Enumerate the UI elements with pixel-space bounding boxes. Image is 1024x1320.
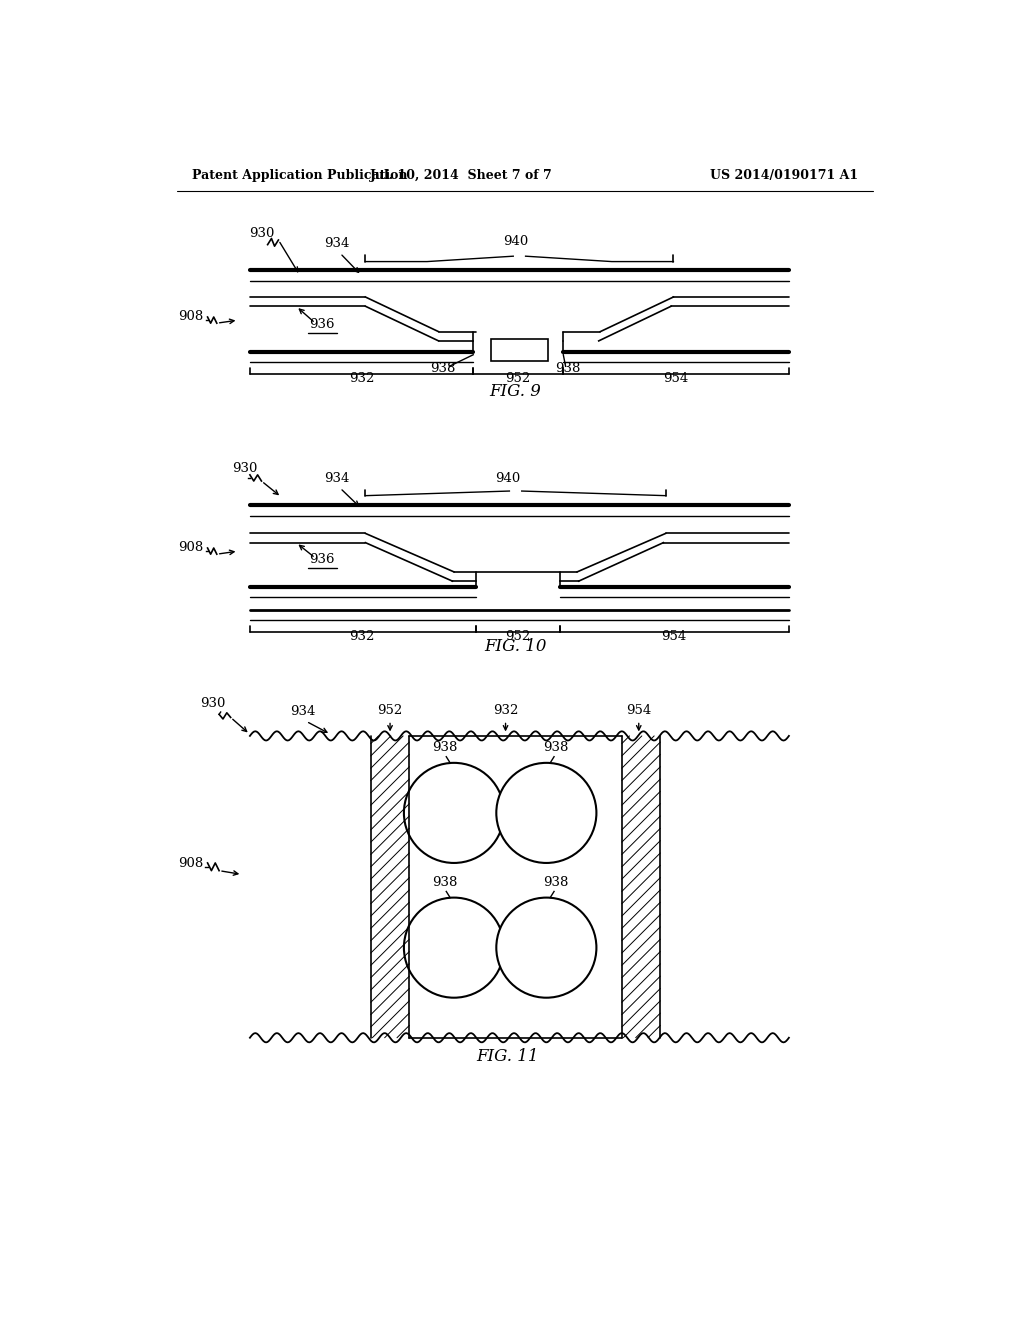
Text: 908: 908 xyxy=(178,857,204,870)
Text: 952: 952 xyxy=(378,705,402,717)
Text: 930: 930 xyxy=(231,462,257,475)
Text: 932: 932 xyxy=(493,705,518,717)
Text: Patent Application Publication: Patent Application Publication xyxy=(193,169,408,182)
Circle shape xyxy=(497,763,596,863)
Text: 938: 938 xyxy=(430,362,456,375)
Circle shape xyxy=(403,898,504,998)
Text: 908: 908 xyxy=(178,310,204,323)
Text: 932: 932 xyxy=(349,630,374,643)
Text: 938: 938 xyxy=(543,876,568,890)
Text: 934: 934 xyxy=(325,471,349,484)
Text: 908: 908 xyxy=(178,541,204,554)
Text: 932: 932 xyxy=(349,372,374,384)
Text: 952: 952 xyxy=(505,372,530,384)
Text: 940: 940 xyxy=(503,235,528,248)
Text: FIG. 9: FIG. 9 xyxy=(489,383,542,400)
Text: 930: 930 xyxy=(249,227,274,240)
Text: 936: 936 xyxy=(309,318,334,331)
Text: 938: 938 xyxy=(432,876,458,890)
Text: 930: 930 xyxy=(201,697,225,710)
Text: 938: 938 xyxy=(432,742,458,754)
Text: 938: 938 xyxy=(555,362,581,375)
Circle shape xyxy=(497,898,596,998)
Text: 952: 952 xyxy=(505,630,530,643)
Text: 934: 934 xyxy=(325,238,349,249)
Text: 936: 936 xyxy=(309,553,334,566)
Text: 954: 954 xyxy=(626,705,651,717)
Text: US 2014/0190171 A1: US 2014/0190171 A1 xyxy=(710,169,858,182)
Circle shape xyxy=(403,763,504,863)
Text: 954: 954 xyxy=(664,372,688,384)
Text: 954: 954 xyxy=(662,630,687,643)
Text: FIG. 11: FIG. 11 xyxy=(476,1048,539,1065)
Text: FIG. 10: FIG. 10 xyxy=(484,638,547,655)
Text: 940: 940 xyxy=(496,471,520,484)
Text: 934: 934 xyxy=(291,705,315,718)
Bar xyxy=(490,339,548,360)
Text: 938: 938 xyxy=(543,742,568,754)
Text: Jul. 10, 2014  Sheet 7 of 7: Jul. 10, 2014 Sheet 7 of 7 xyxy=(371,169,553,182)
